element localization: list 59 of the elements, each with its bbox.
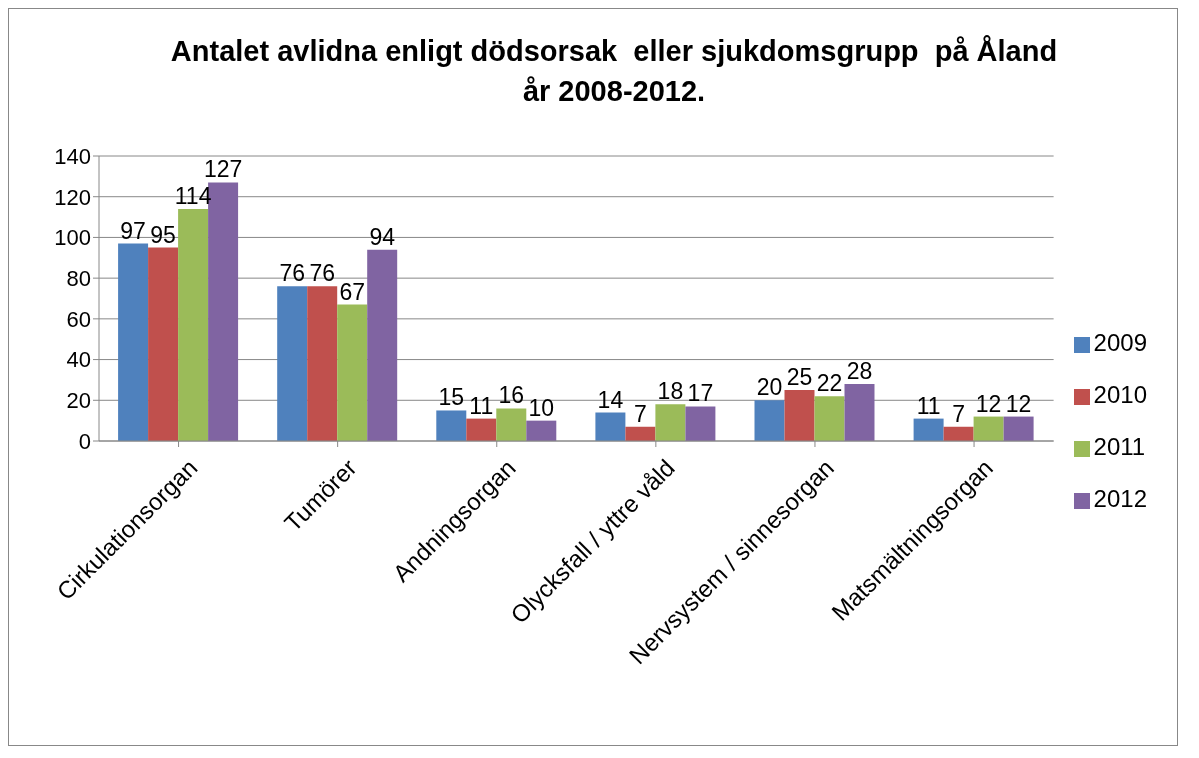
data-label: 76 <box>309 260 335 287</box>
data-label: 28 <box>846 358 873 384</box>
legend-label: 2009 <box>1093 329 1147 356</box>
bar <box>436 410 467 441</box>
data-label: 16 <box>498 382 525 409</box>
legend-label: 2012 <box>1093 485 1147 512</box>
bar <box>784 390 815 441</box>
legend-label: 2011 <box>1093 433 1146 460</box>
bar <box>685 406 716 441</box>
y-tick-label: 60 <box>66 306 91 332</box>
y-tick-label: 140 <box>54 143 91 169</box>
data-label: 97 <box>120 217 146 244</box>
bar <box>754 400 785 441</box>
legend-label: 2010 <box>1093 381 1147 408</box>
data-label: 95 <box>150 221 176 248</box>
data-label: 11 <box>469 392 494 419</box>
data-label: 12 <box>975 390 1002 417</box>
data-label: 11 <box>916 392 941 419</box>
bar <box>1003 416 1034 441</box>
bar <box>814 396 845 441</box>
bar <box>943 426 974 441</box>
data-label: 127 <box>203 156 243 183</box>
y-tick-label: 100 <box>54 225 91 251</box>
bar <box>277 286 308 441</box>
bar <box>178 208 209 441</box>
y-tick-label: 40 <box>66 347 91 373</box>
data-label: 18 <box>657 378 684 405</box>
data-label: 14 <box>597 386 624 413</box>
data-label: 7 <box>952 400 965 427</box>
bar <box>526 420 557 441</box>
chart-title: Antalet avlidna enligt dödsorsak eller sjukdomsgrupp på Åland år 2008-2012. <box>169 34 1059 109</box>
bar <box>973 416 1004 441</box>
data-label: 20 <box>756 374 783 401</box>
y-tick-label: 0 <box>78 428 91 454</box>
bar <box>148 247 179 441</box>
bar <box>337 304 368 441</box>
bar <box>307 286 338 441</box>
y-tick-label: 120 <box>54 184 91 210</box>
data-label: 67 <box>339 278 365 305</box>
data-label: 17 <box>687 380 714 407</box>
bar <box>844 384 875 441</box>
data-label: 25 <box>786 364 813 391</box>
bar <box>367 249 398 441</box>
y-tick-label: 20 <box>66 388 91 414</box>
data-label: 15 <box>438 384 465 411</box>
data-label: 10 <box>528 394 555 421</box>
bar <box>913 418 944 441</box>
bar <box>625 426 656 441</box>
data-label: 12 <box>1005 390 1032 417</box>
bar <box>595 412 626 441</box>
data-label: 94 <box>369 223 396 250</box>
bar <box>655 404 686 441</box>
bar <box>118 243 149 441</box>
y-tick-label: 80 <box>66 265 91 291</box>
bar <box>466 418 497 441</box>
bar <box>496 408 527 441</box>
data-label: 76 <box>279 260 305 287</box>
data-label: 22 <box>816 370 843 397</box>
data-label: 7 <box>634 400 647 427</box>
